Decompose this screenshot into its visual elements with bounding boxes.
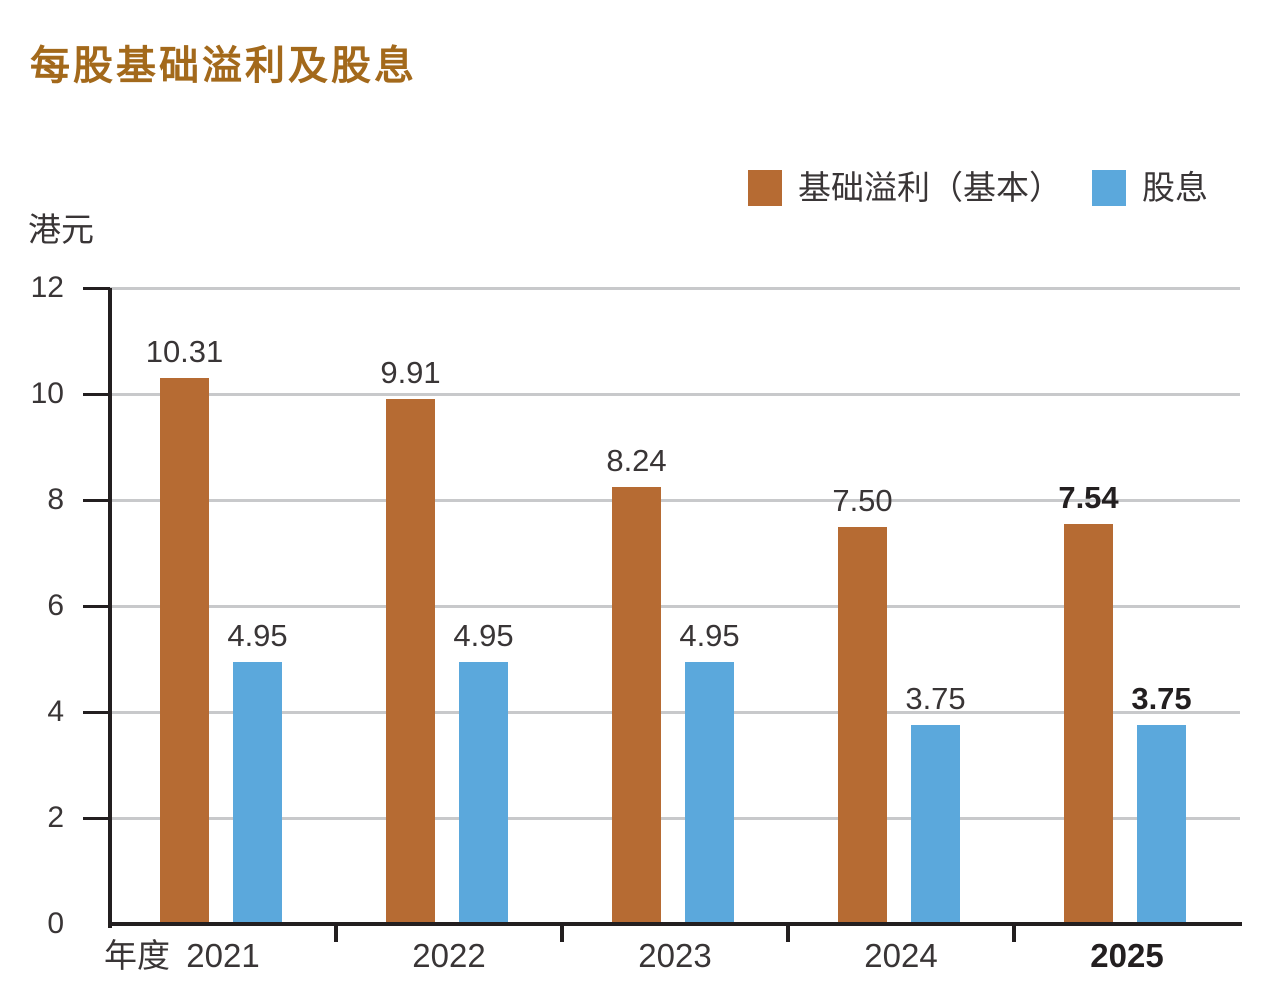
x-axis-line <box>108 922 1242 926</box>
y-tick-mark <box>83 604 110 608</box>
bar-dividend-2025 <box>1137 725 1186 924</box>
y-axis-unit-label: 港元 <box>28 211 94 248</box>
legend-item-underlying-profit: 基础溢利（基本） <box>748 169 1062 207</box>
y-tick-label: 8 <box>47 483 64 516</box>
x-tick-mark <box>1012 924 1016 942</box>
bar-dividend-2022 <box>459 661 508 924</box>
legend-swatch-underlying-profit <box>748 170 782 207</box>
bar-underlying-profit-2022 <box>386 398 435 924</box>
gridline <box>110 816 1240 820</box>
y-tick-label: 0 <box>47 907 64 940</box>
value-label-underlying-profit-2022: 9.91 <box>380 354 441 390</box>
bar-dividend-2024 <box>911 725 960 924</box>
category-label-2021: 2021 <box>186 937 260 974</box>
y-tick-mark <box>83 710 110 714</box>
bar-dividend-2023 <box>685 661 734 924</box>
gridline <box>110 604 1240 608</box>
bar-underlying-profit-2021 <box>160 377 209 924</box>
y-tick-mark <box>83 498 110 502</box>
bar-dividend-2021 <box>233 661 282 924</box>
x-tick-mark <box>786 924 790 942</box>
gridline <box>110 286 1240 290</box>
gridline <box>110 392 1240 396</box>
gridline <box>110 710 1240 714</box>
legend-item-dividend: 股息 <box>1092 169 1208 207</box>
value-label-dividend-2025: 3.75 <box>1131 681 1192 717</box>
y-tick-label: 2 <box>47 801 64 834</box>
y-axis-line <box>108 288 112 928</box>
value-label-dividend-2024: 3.75 <box>905 681 966 717</box>
x-tick-mark <box>334 924 338 942</box>
category-label-2025: 2025 <box>1090 937 1164 974</box>
legend-label-underlying-profit: 基础溢利（基本） <box>798 169 1062 206</box>
legend: 基础溢利（基本） 股息 <box>748 169 1208 207</box>
value-label-underlying-profit-2024: 7.50 <box>832 482 893 518</box>
y-tick-mark <box>83 392 110 396</box>
value-label-underlying-profit-2023: 8.24 <box>606 443 667 479</box>
bar-underlying-profit-2025 <box>1064 524 1113 924</box>
y-tick-label: 12 <box>30 271 64 304</box>
y-tick-mark <box>83 286 110 290</box>
y-tick-mark <box>83 816 110 820</box>
value-label-dividend-2021: 4.95 <box>227 617 288 653</box>
value-label-underlying-profit-2025: 7.54 <box>1058 480 1119 516</box>
y-tick-label: 6 <box>47 589 64 622</box>
value-label-dividend-2022: 4.95 <box>453 617 514 653</box>
legend-label-dividend: 股息 <box>1142 169 1208 206</box>
bar-underlying-profit-2023 <box>612 487 661 924</box>
category-label-2024: 2024 <box>864 937 938 974</box>
x-tick-mark <box>560 924 564 942</box>
x-axis-label: 年度 <box>104 937 170 974</box>
gridline <box>110 498 1240 502</box>
category-label-2023: 2023 <box>638 937 712 974</box>
legend-swatch-dividend <box>1092 170 1126 207</box>
category-label-2022: 2022 <box>412 937 486 974</box>
y-tick-label: 4 <box>47 695 64 728</box>
bar-underlying-profit-2024 <box>838 526 887 924</box>
y-tick-label: 10 <box>30 377 64 410</box>
value-label-dividend-2023: 4.95 <box>679 617 740 653</box>
value-label-underlying-profit-2021: 10.31 <box>145 333 224 369</box>
chart-title: 每股基础溢利及股息 <box>30 44 417 88</box>
